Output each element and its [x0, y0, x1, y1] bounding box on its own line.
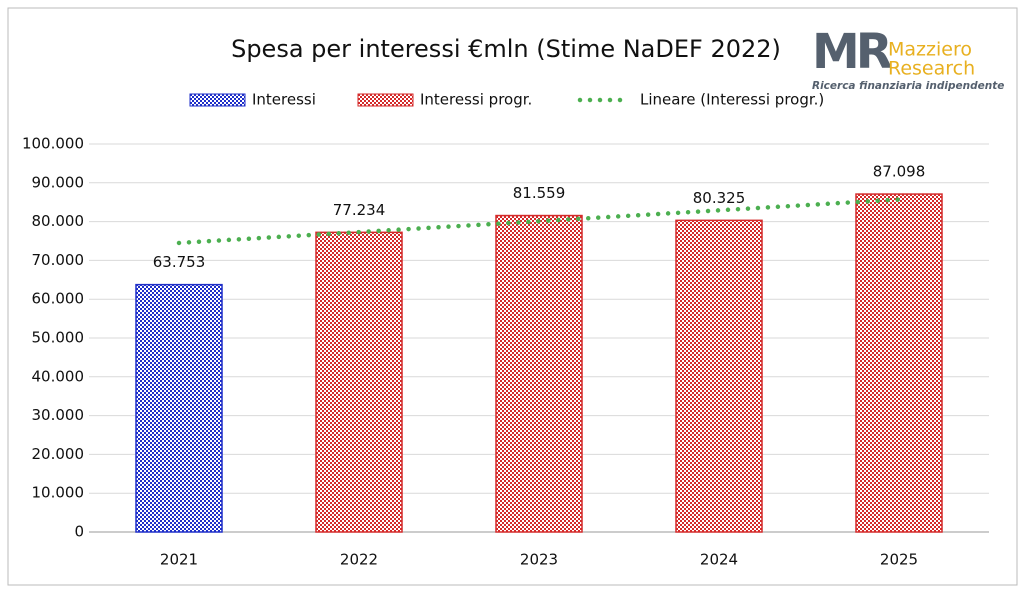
- y-tick-label: 100.000: [22, 135, 84, 153]
- bar: [135, 283, 223, 533]
- y-tick-label: 90.000: [32, 173, 85, 191]
- data-label: 81.559: [513, 184, 566, 202]
- data-label: 87.098: [873, 163, 926, 181]
- y-tick-label: 40.000: [32, 367, 85, 385]
- logo-text: Research: [888, 58, 975, 80]
- legend-swatch: [189, 93, 246, 107]
- y-tick-label: 60.000: [32, 290, 85, 308]
- logo-mark: MR: [812, 24, 892, 80]
- y-tick-label: 20.000: [32, 445, 85, 463]
- x-tick-label: 2021: [160, 551, 198, 569]
- bar: [315, 231, 403, 533]
- legend-swatch: [357, 93, 414, 107]
- y-tick-label: 50.000: [32, 329, 85, 347]
- trend-line: [176, 197, 902, 246]
- bar: [675, 219, 763, 533]
- logo-tagline: Ricerca finanziaria indipendente: [812, 80, 1004, 92]
- x-tick-label: 2023: [520, 551, 558, 569]
- legend-label: Interessi progr.: [420, 91, 532, 109]
- x-tick-label: 2024: [700, 551, 738, 569]
- data-label: 80.325: [693, 189, 746, 207]
- y-tick-label: 0: [74, 523, 84, 541]
- bar: [855, 193, 943, 533]
- y-tick-label: 80.000: [32, 212, 85, 230]
- legend-label: Interessi: [252, 91, 316, 109]
- data-label: 63.753: [153, 253, 206, 271]
- x-tick-label: 2022: [340, 551, 378, 569]
- y-tick-label: 30.000: [32, 406, 85, 424]
- logo: MR Mazziero Research Ricerca finanziaria…: [812, 24, 1004, 92]
- logo-text: Mazziero: [888, 39, 972, 61]
- x-tick-label: 2025: [880, 551, 918, 569]
- legend-label: Lineare (Interessi progr.): [640, 91, 824, 109]
- data-label: 77.234: [333, 201, 386, 219]
- y-tick-label: 70.000: [32, 251, 85, 269]
- y-tick-label: 10.000: [32, 484, 85, 502]
- bar: [495, 214, 583, 533]
- chart-title: Spesa per interessi €mln (Stime NaDEF 20…: [231, 35, 781, 63]
